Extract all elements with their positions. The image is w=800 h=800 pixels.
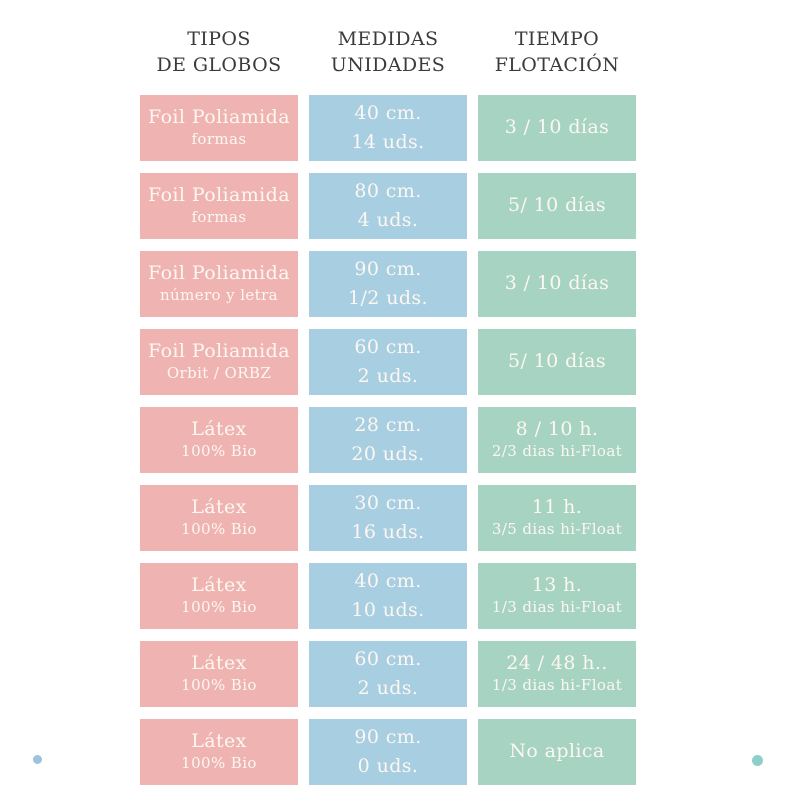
cell-tipo: Látex 100% Bio [140,641,298,707]
cell-medidas: 28 cm. 20 uds. [309,407,467,473]
table-header-row: TIPOS DE GLOBOS MEDIDAS UNIDADES TIEMPO … [140,26,636,78]
cell-flotacion: 8 / 10 h. 2/3 dias hi-Float [478,407,636,473]
tipo-sublabel: 100% Bio [181,442,257,461]
cell-medidas: 40 cm. 10 uds. [309,563,467,629]
cell-tipo: Foil Poliamida formas [140,95,298,161]
medida-label: 60 cm. [354,647,422,670]
flotacion-label: 3 / 10 días [504,272,610,295]
tipo-sublabel: 100% Bio [181,520,257,539]
balloon-table-grid: Foil Poliamida formas 40 cm. 14 uds. 3 /… [140,95,636,785]
column-header-tipos: TIPOS DE GLOBOS [140,26,298,78]
cell-tipo: Látex 100% Bio [140,485,298,551]
tipo-label: Foil Poliamida [148,184,290,207]
cell-flotacion: 3 / 10 días [478,251,636,317]
flotacion-label: 11 h. [531,496,583,519]
tipo-label: Látex [191,652,247,675]
flotacion-label: 5/ 10 días [507,350,607,373]
unidades-label: 2 uds. [357,365,419,387]
unidades-label: 20 uds. [351,443,425,465]
cell-tipo: Foil Poliamida número y letra [140,251,298,317]
tipo-sublabel: formas [191,130,247,149]
flotacion-label: 24 / 48 h.. [506,652,608,675]
cell-flotacion: 24 / 48 h.. 1/3 dias hi-Float [478,641,636,707]
tipo-sublabel: 100% Bio [181,676,257,695]
flotacion-label: 13 h. [531,574,583,597]
cell-medidas: 90 cm. 1/2 uds. [309,251,467,317]
tipo-label: Foil Poliamida [148,262,290,285]
tipo-label: Foil Poliamida [148,340,290,363]
cell-medidas: 60 cm. 2 uds. [309,329,467,395]
tipo-label: Látex [191,574,247,597]
cell-medidas: 90 cm. 0 uds. [309,719,467,785]
cell-tipo: Foil Poliamida formas [140,173,298,239]
column-header-medidas-line2: UNIDADES [330,54,446,77]
column-header-flotacion-line2: FLOTACIÓN [494,54,620,77]
medida-label: 28 cm. [354,413,422,436]
cell-flotacion: 11 h. 3/5 dias hi-Float [478,485,636,551]
cell-tipo: Látex 100% Bio [140,719,298,785]
decorative-dot-blue [33,755,42,764]
tipo-label: Látex [191,418,247,441]
medida-label: 60 cm. [354,335,422,358]
cell-flotacion: 13 h. 1/3 dias hi-Float [478,563,636,629]
unidades-label: 10 uds. [351,599,425,621]
column-header-tipos-line2: DE GLOBOS [156,54,282,77]
column-header-tipos-line1: TIPOS [187,28,251,50]
flotacion-label: 3 / 10 días [504,116,610,139]
cell-flotacion: 3 / 10 días [478,95,636,161]
flotacion-label: 8 / 10 h. [515,418,599,441]
cell-medidas: 80 cm. 4 uds. [309,173,467,239]
unidades-label: 1/2 uds. [347,287,428,309]
column-header-medidas-line1: MEDIDAS [337,28,439,50]
medida-label: 40 cm. [354,101,422,124]
tipo-sublabel: 100% Bio [181,754,257,773]
unidades-label: 14 uds. [351,131,425,153]
cell-tipo: Foil Poliamida Orbit / ORBZ [140,329,298,395]
column-header-medidas: MEDIDAS UNIDADES [309,26,467,78]
column-header-flotacion: TIEMPO FLOTACIÓN [478,26,636,78]
cell-medidas: 40 cm. 14 uds. [309,95,467,161]
cell-flotacion: 5/ 10 días [478,329,636,395]
cell-medidas: 60 cm. 2 uds. [309,641,467,707]
tipo-sublabel: Orbit / ORBZ [166,364,272,383]
flotacion-sublabel: 1/3 dias hi-Float [491,676,623,695]
tipo-sublabel: número y letra [159,286,279,305]
flotacion-label: No aplica [509,740,605,763]
unidades-label: 2 uds. [357,677,419,699]
medida-label: 90 cm. [354,725,422,748]
tipo-label: Foil Poliamida [148,106,290,129]
cell-tipo: Látex 100% Bio [140,563,298,629]
tipo-sublabel: formas [191,208,247,227]
cell-flotacion: 5/ 10 días [478,173,636,239]
medida-label: 30 cm. [354,491,422,514]
cell-tipo: Látex 100% Bio [140,407,298,473]
medida-label: 40 cm. [354,569,422,592]
unidades-label: 16 uds. [351,521,425,543]
decorative-dot-teal [752,755,763,766]
flotacion-label: 5/ 10 días [507,194,607,217]
tipo-sublabel: 100% Bio [181,598,257,617]
medida-label: 80 cm. [354,179,422,202]
medida-label: 90 cm. [354,257,422,280]
unidades-label: 4 uds. [357,209,419,231]
unidades-label: 0 uds. [357,755,419,777]
cell-medidas: 30 cm. 16 uds. [309,485,467,551]
flotacion-sublabel: 3/5 dias hi-Float [491,520,623,539]
tipo-label: Látex [191,730,247,753]
flotacion-sublabel: 1/3 dias hi-Float [491,598,623,617]
column-header-flotacion-line1: TIEMPO [514,28,600,50]
tipo-label: Látex [191,496,247,519]
flotacion-sublabel: 2/3 dias hi-Float [491,442,623,461]
cell-flotacion: No aplica [478,719,636,785]
